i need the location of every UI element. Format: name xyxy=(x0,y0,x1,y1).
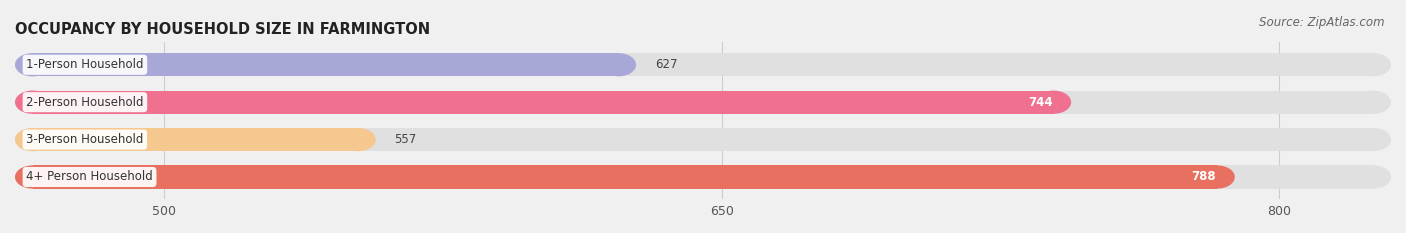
Ellipse shape xyxy=(15,128,51,151)
Text: 4+ Person Household: 4+ Person Household xyxy=(27,171,153,184)
Text: OCCUPANCY BY HOUSEHOLD SIZE IN FARMINGTON: OCCUPANCY BY HOUSEHOLD SIZE IN FARMINGTO… xyxy=(15,22,430,37)
Text: 627: 627 xyxy=(655,58,678,71)
Text: 1-Person Household: 1-Person Household xyxy=(27,58,143,71)
Ellipse shape xyxy=(15,165,51,188)
Bar xyxy=(32,53,1374,76)
Ellipse shape xyxy=(1355,53,1391,76)
Ellipse shape xyxy=(15,53,51,76)
Bar xyxy=(32,128,1374,151)
Bar xyxy=(32,91,1053,114)
Bar xyxy=(32,91,1374,114)
Ellipse shape xyxy=(15,91,51,114)
Ellipse shape xyxy=(1199,165,1234,188)
Bar xyxy=(32,53,619,76)
Ellipse shape xyxy=(1355,165,1391,188)
Ellipse shape xyxy=(1355,128,1391,151)
Text: 557: 557 xyxy=(394,133,416,146)
Ellipse shape xyxy=(15,53,51,76)
Ellipse shape xyxy=(1355,91,1391,114)
Ellipse shape xyxy=(340,128,375,151)
Ellipse shape xyxy=(600,53,636,76)
Text: 3-Person Household: 3-Person Household xyxy=(27,133,143,146)
Bar xyxy=(32,165,1374,188)
Text: 744: 744 xyxy=(1028,96,1053,109)
Text: Source: ZipAtlas.com: Source: ZipAtlas.com xyxy=(1260,16,1385,29)
Ellipse shape xyxy=(15,128,51,151)
Bar xyxy=(32,165,1218,188)
Ellipse shape xyxy=(15,91,51,114)
Ellipse shape xyxy=(15,165,51,188)
Text: 788: 788 xyxy=(1192,171,1216,184)
Ellipse shape xyxy=(1036,91,1071,114)
Bar xyxy=(32,128,359,151)
Text: 2-Person Household: 2-Person Household xyxy=(27,96,143,109)
